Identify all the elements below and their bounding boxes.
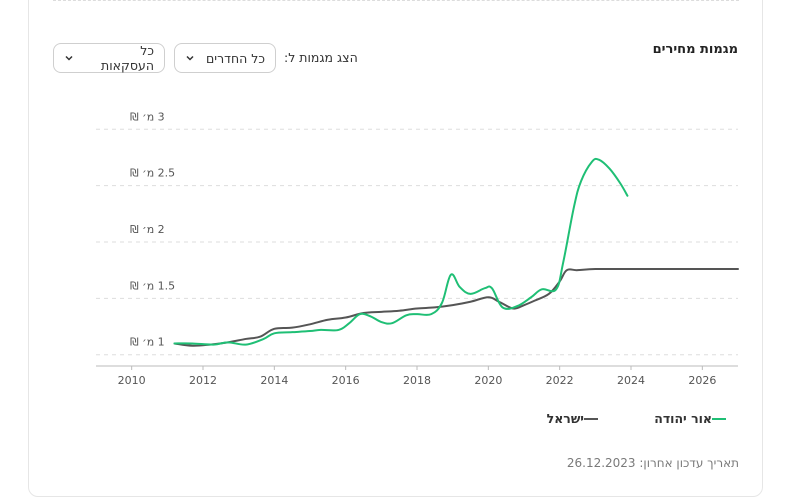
x-tick-label: 2014	[260, 374, 288, 387]
series-line-israel	[173, 267, 739, 347]
legend-label: אור יהודה	[654, 411, 712, 426]
deals-dropdown[interactable]: כל העסקאות	[53, 43, 165, 73]
x-tick-label: 2022	[546, 374, 574, 387]
last-updated: תאריך עדכון אחרון: 26.12.2023	[566, 456, 739, 470]
price-trends-card	[28, 0, 763, 497]
y-tick-label: 2.5 מ׳ ₪	[130, 167, 175, 180]
legend-swatch-green	[712, 417, 726, 420]
y-tick-label: 3 מ׳ ₪	[130, 110, 165, 123]
rooms-dropdown[interactable]: כל החדרים	[174, 43, 276, 73]
deals-dropdown-value: כל העסקאות	[101, 43, 154, 73]
filter-label: הצג מגמות ל:	[284, 50, 358, 65]
y-tick-label: 2 מ׳ ₪	[130, 223, 165, 236]
y-tick-label: 1 מ׳ ₪	[130, 336, 165, 349]
x-tick-label: 2026	[688, 374, 716, 387]
chevron-down-icon	[65, 55, 73, 61]
chart-series	[173, 157, 739, 347]
x-tick-label: 2012	[189, 374, 217, 387]
y-tick-label: 1.5 מ׳ ₪	[130, 279, 175, 292]
legend-item-israel[interactable]: ישראל	[547, 411, 604, 426]
legend-item-or-yehuda[interactable]: אור יהודה	[654, 411, 732, 426]
x-tick-label: 2024	[617, 374, 645, 387]
chevron-down-icon	[186, 55, 194, 61]
series-line-or-yehuda	[173, 157, 629, 346]
x-tick-label: 2016	[332, 374, 360, 387]
chart-axes: 1 מ׳ ₪ 1.5 מ׳ ₪ 2 מ׳ ₪ 2.5 מ׳ ₪ 3 מ׳ ₪ 2010 20…	[96, 110, 738, 387]
x-tick-label: 2010	[118, 374, 146, 387]
rooms-dropdown-value: כל החדרים	[206, 50, 265, 66]
grid-lines	[96, 128, 738, 356]
legend-swatch-gray	[584, 417, 598, 420]
x-tick-label: 2018	[403, 374, 431, 387]
legend-label: ישראל	[546, 411, 584, 426]
section-title: מגמות מחירים	[652, 42, 738, 57]
top-divider	[53, 0, 739, 1]
x-tick-label: 2020	[474, 374, 502, 387]
